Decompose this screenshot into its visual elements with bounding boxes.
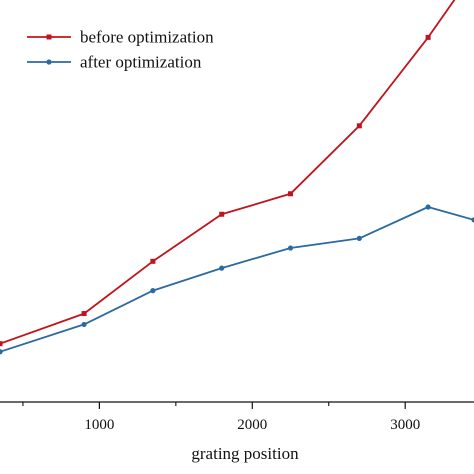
series-layer — [0, 0, 474, 355]
data-point — [471, 217, 474, 223]
legend-label: before optimization — [80, 28, 214, 47]
legend-item: after optimization — [27, 53, 202, 72]
data-point — [81, 321, 87, 328]
data-point — [81, 311, 87, 317]
data-point — [356, 235, 362, 241]
data-point — [150, 288, 156, 294]
data-point — [287, 245, 294, 251]
series-before-optimization — [0, 0, 456, 347]
data-point — [356, 123, 362, 129]
data-point — [0, 341, 3, 347]
series-line — [0, 0, 456, 345]
x-tick-label: 2000 — [237, 417, 267, 433]
data-point — [219, 265, 225, 271]
series-after-optimization — [0, 204, 474, 355]
legend-swatch-marker — [46, 59, 52, 65]
data-point — [150, 258, 156, 264]
legend-item: before optimization — [27, 28, 214, 47]
x-tick-label: 1000 — [84, 417, 114, 433]
data-point — [288, 191, 294, 197]
data-point — [425, 34, 431, 40]
legend: before optimization after optimization — [27, 28, 214, 72]
series-line — [0, 206, 474, 353]
x-tick-label: 3000 — [390, 417, 420, 433]
x-axis-ticks: 1000 2000 3000 — [22, 402, 420, 433]
data-point — [219, 211, 225, 217]
legend-label: after optimization — [80, 53, 202, 72]
data-point — [0, 349, 3, 355]
x-axis-title: grating position — [191, 444, 299, 463]
data-point — [425, 204, 431, 210]
legend-swatch-marker — [46, 34, 52, 40]
